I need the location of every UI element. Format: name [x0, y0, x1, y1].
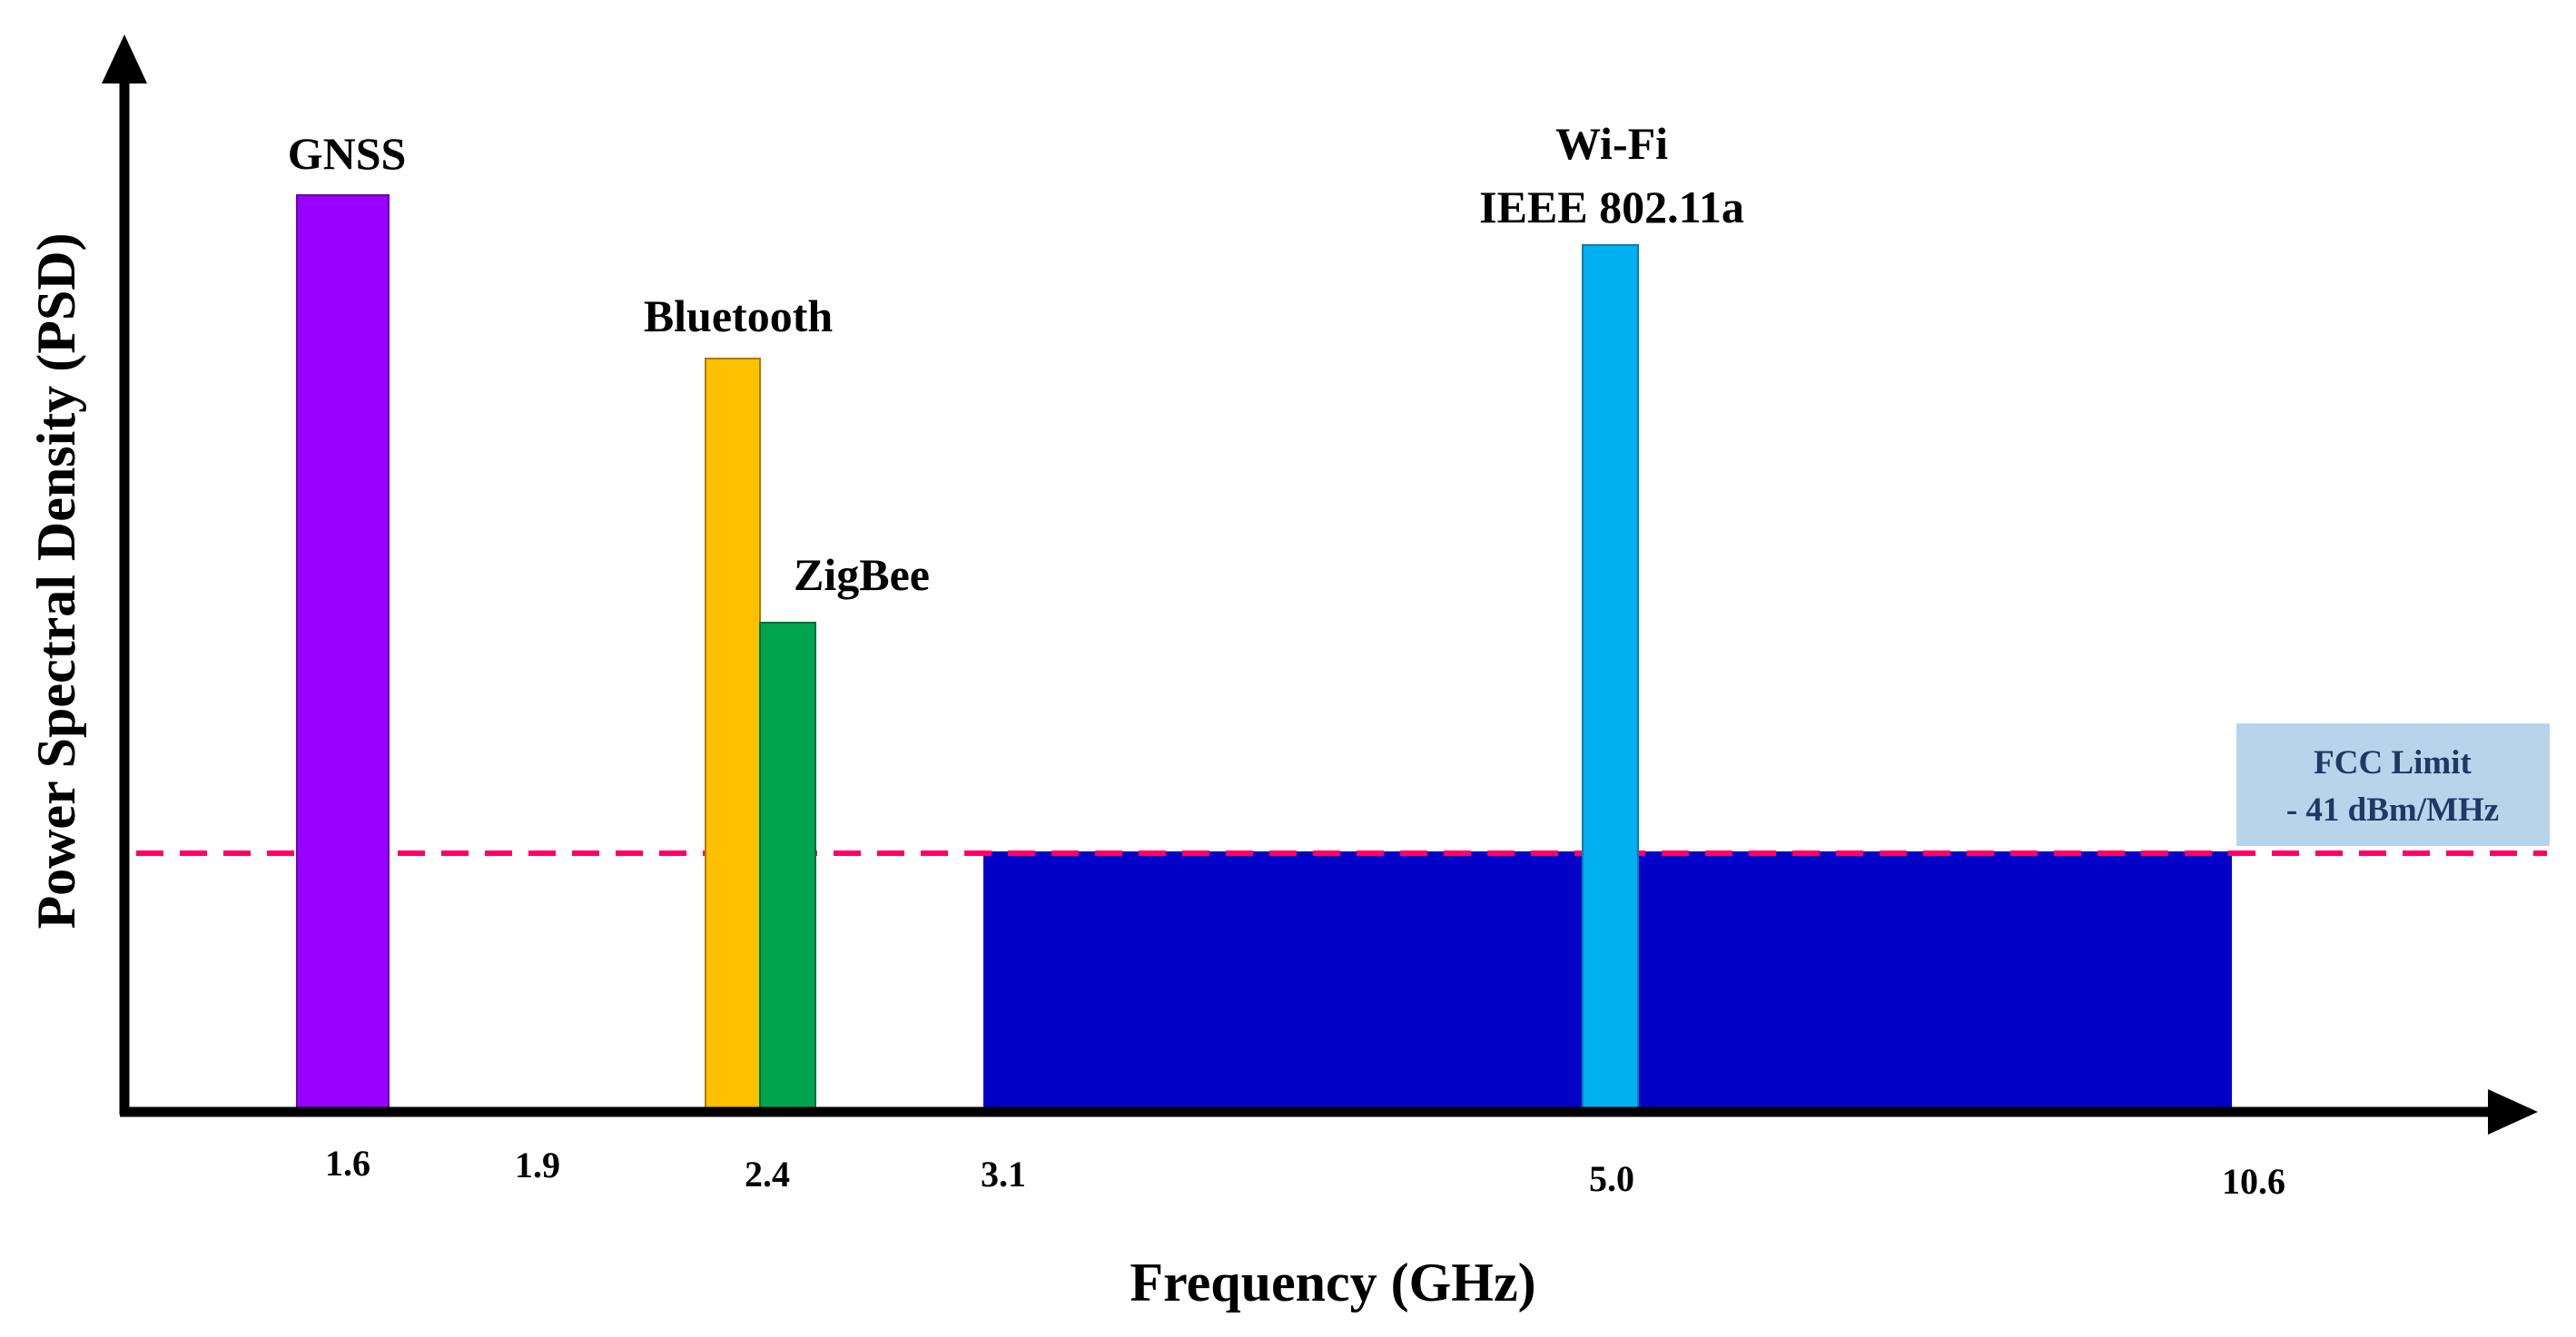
y-axis-arrow — [102, 34, 147, 84]
y-axis-title: Power Spectral Density (PSD) — [26, 232, 86, 929]
fcc-limit-line2: - 41 dBm/MHz — [2286, 791, 2499, 829]
x-axis-title: Frequency (GHz) — [1130, 1253, 1535, 1312]
gnss-bar — [296, 194, 390, 1113]
bluetooth-label: Bluetooth — [644, 290, 834, 341]
tick-label: 5.0 — [1589, 1158, 1634, 1199]
gnss-label: GNSS — [288, 128, 407, 179]
bluetooth-bar — [705, 358, 761, 1113]
tick-label: 3.1 — [981, 1154, 1026, 1194]
tick-label: 1.9 — [515, 1145, 560, 1185]
tick-label: 1.6 — [325, 1143, 370, 1184]
zigbee-bar — [759, 622, 816, 1113]
wifi-label-line1: Wi-Fi — [1555, 118, 1668, 169]
fcc-limit-line1: FCC Limit — [2314, 744, 2472, 782]
tick-label: 2.4 — [745, 1154, 790, 1194]
tick-label: 10.6 — [2222, 1161, 2285, 1202]
wifi-bar — [1582, 244, 1639, 1113]
fcc-limit-box — [2236, 723, 2550, 846]
zigbee-label: ZigBee — [794, 549, 930, 600]
wifi-label-line2: IEEE 802.11a — [1479, 182, 1744, 232]
x-axis-arrow — [2488, 1089, 2538, 1135]
